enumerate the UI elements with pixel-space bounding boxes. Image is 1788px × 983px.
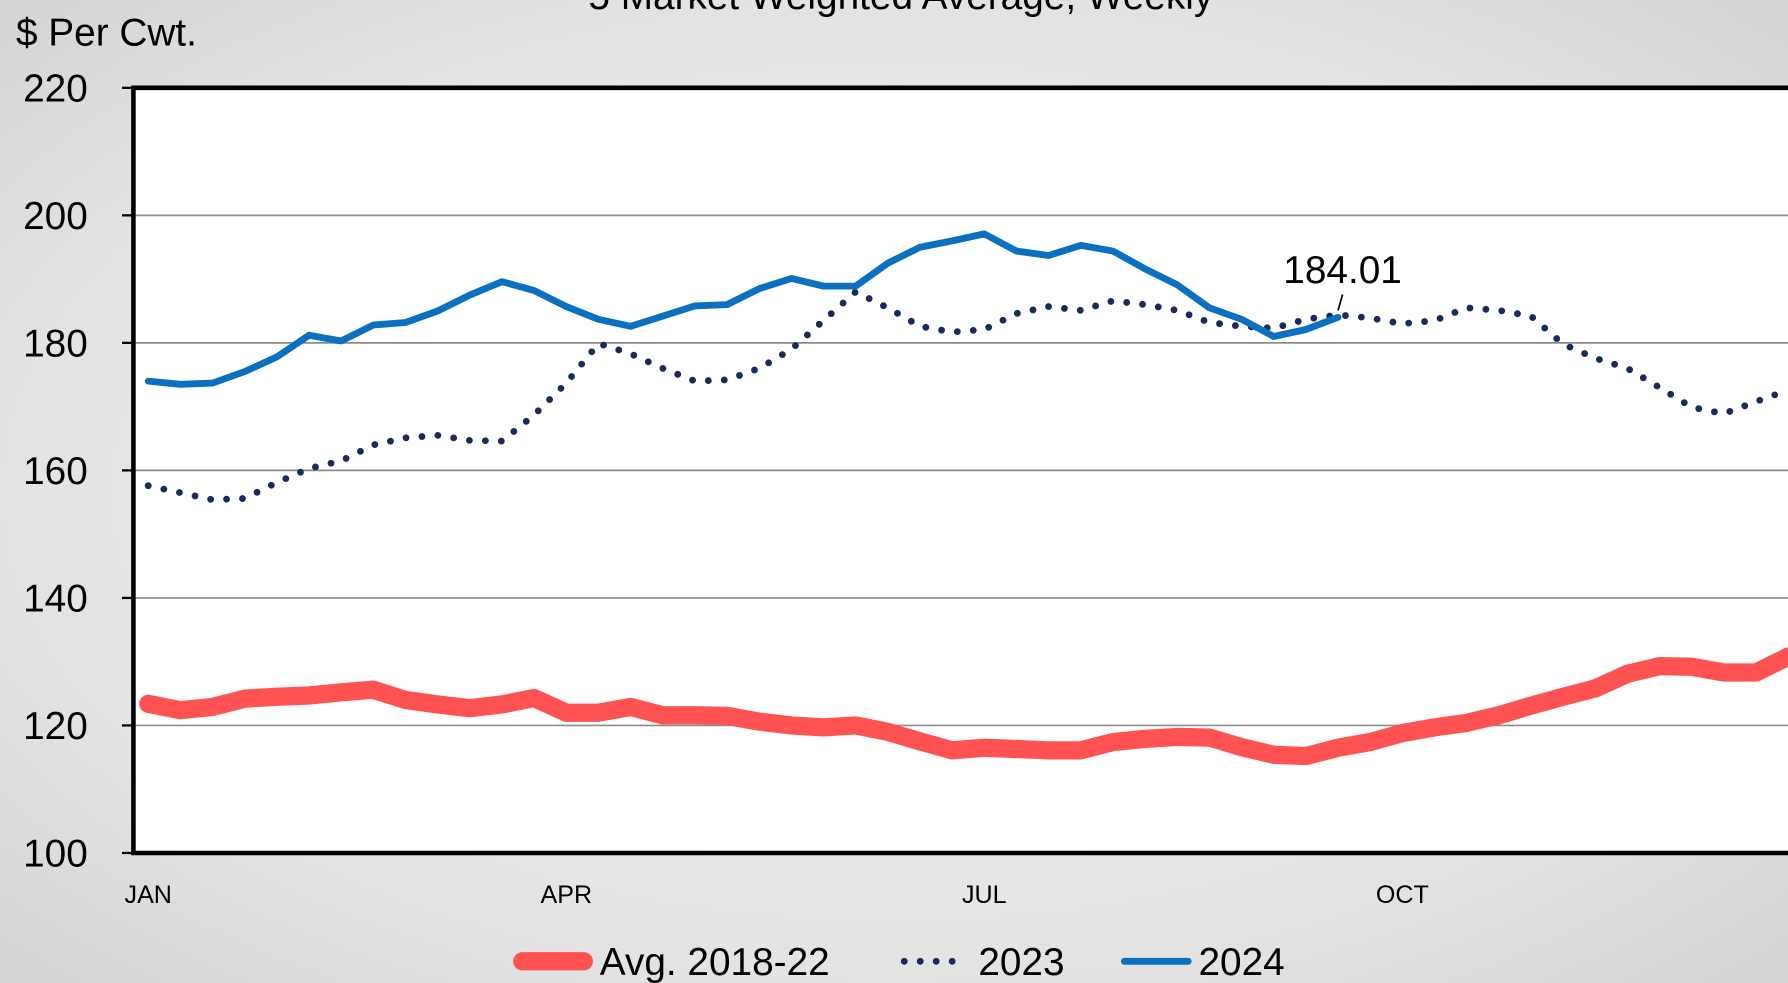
y-tick-label: 100: [23, 833, 88, 876]
series-line: [139, 647, 1788, 766]
series-line: [144, 288, 1788, 504]
x-tick-label: OCT: [1376, 881, 1429, 909]
y-tick-label: 180: [23, 323, 88, 366]
y-tick-label: 200: [23, 195, 88, 238]
legend-label: 2024: [1198, 941, 1284, 983]
x-tick-label: APR: [540, 881, 592, 909]
axis-frame: [131, 85, 1788, 856]
annotation: 184.01: [1283, 249, 1402, 292]
y-tick-label: 220: [23, 68, 88, 111]
legend-label: Avg. 2018-22: [600, 941, 830, 983]
annotation-leader: [1337, 294, 1344, 311]
legend-label: 2023: [978, 941, 1064, 983]
x-tick-label: JAN: [125, 881, 172, 909]
y-tick-label: 160: [23, 450, 88, 493]
series-line: [144, 230, 1342, 388]
y-axis-label: $ Per Cwt.: [16, 12, 197, 55]
y-tick-label: 140: [23, 578, 88, 621]
x-tick-label: JUL: [962, 881, 1007, 909]
y-tick-label: 120: [23, 705, 88, 748]
chart-title: 5 Market Weighted Average, Weekly: [588, 0, 1214, 18]
